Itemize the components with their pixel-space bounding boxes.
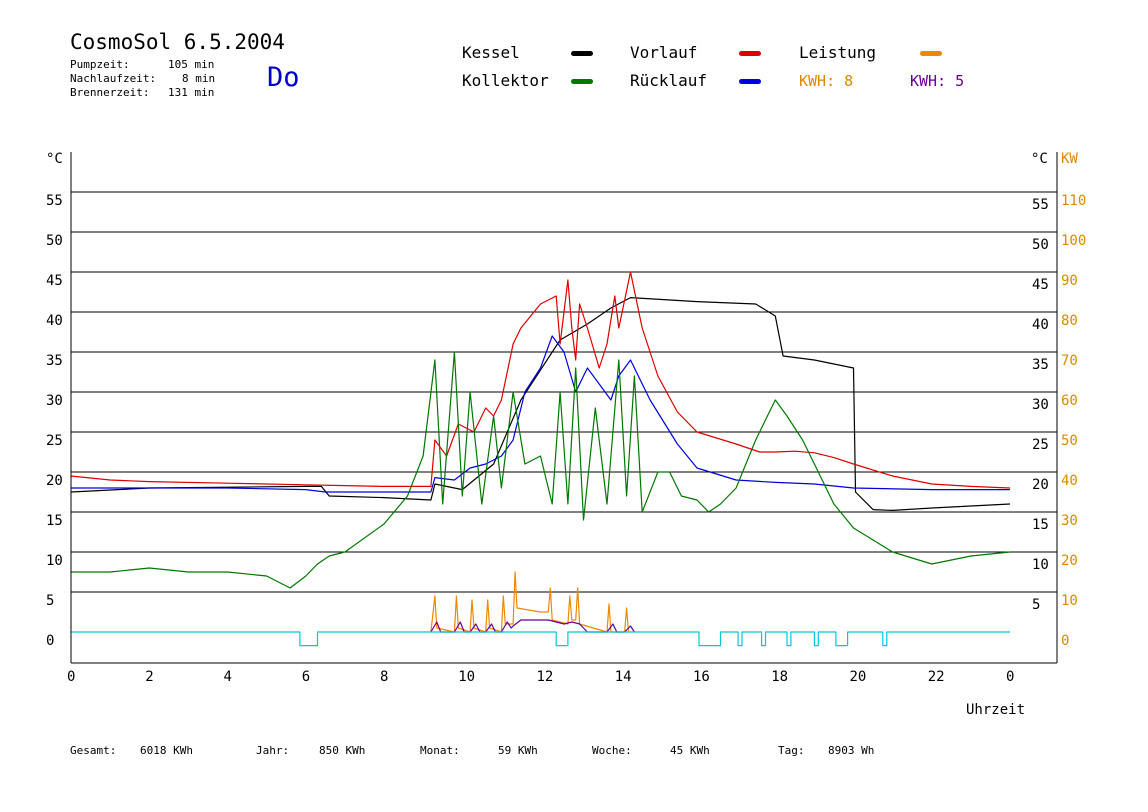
x-tick-label: 20 [850, 669, 867, 685]
y-tick-label-left: 15 [46, 513, 63, 529]
total-value-tag: 8903 Wh [828, 744, 875, 757]
total-label-tag: Tag: [778, 744, 805, 757]
series-line-kessel [70, 297, 1011, 511]
x-tick-label: 18 [771, 669, 788, 685]
legend-swatch-ruecklauf [739, 79, 761, 84]
grid-lines [71, 191, 1057, 593]
legend-label-kollektor: Kollektor [462, 71, 549, 90]
kwh-solar-label: KWH: 8 [799, 72, 854, 90]
y-tick-label-right: 45 [1032, 277, 1049, 293]
y-tick-label-power: 110 [1061, 193, 1086, 209]
x-tick-label: 6 [302, 669, 310, 685]
stat-value-nachlaufzeit: 8 min [182, 72, 216, 85]
stat-label-nachlaufzeit: Nachlaufzeit: [70, 72, 157, 85]
y-tick-label-power: 50 [1061, 433, 1078, 449]
legend-swatch-kollektor [571, 79, 593, 84]
y-tick-label-left: 0 [46, 633, 54, 649]
stat-label-pumpzeit: Pumpzeit: [70, 58, 130, 71]
series-line-leistung [430, 571, 630, 633]
y-tick-label-power: 100 [1061, 233, 1086, 249]
y-tick-label-right: 10 [1032, 557, 1049, 573]
y-tick-label-power: 80 [1061, 313, 1078, 329]
y-axis-unit-left: °C [46, 151, 63, 167]
stat-value-brennerzeit: 131 min [168, 86, 215, 99]
legend-swatch-leistung [920, 51, 942, 56]
x-tick-label: 14 [615, 669, 632, 685]
total-value-gesamt: 6018 KWh [140, 744, 193, 757]
series-line-r-cklauf [71, 335, 1010, 493]
x-tick-label: 2 [145, 669, 153, 685]
x-axis-label: Uhrzeit [966, 702, 1025, 718]
y-tick-label-right: 40 [1032, 317, 1049, 333]
y-tick-label-power: 0 [1061, 633, 1069, 649]
total-value-jahr: 850 KWh [319, 744, 366, 757]
x-tick-label: 4 [224, 669, 232, 685]
x-tick-label: 12 [537, 669, 554, 685]
y-tick-label-left: 25 [46, 433, 63, 449]
total-label-woche: Woche: [592, 744, 632, 757]
total-value-monat: 59 KWh [498, 744, 538, 757]
x-tick-label: 8 [380, 669, 388, 685]
legend-swatch-vorlauf [739, 51, 761, 56]
series-line-vorlauf [70, 271, 1011, 489]
series-lines [70, 271, 1011, 647]
x-tick-label: 10 [458, 669, 475, 685]
x-tick-label: 0 [1006, 669, 1014, 685]
y-tick-label-right: 35 [1032, 357, 1049, 373]
legend-label-leistung: Leistung [799, 43, 877, 62]
total-value-woche: 45 KWh [670, 744, 710, 757]
y-tick-label-left: 50 [46, 233, 63, 249]
y-tick-label-left: 5 [46, 593, 54, 609]
y-tick-label-right: 50 [1032, 237, 1049, 253]
y-tick-label-right: 20 [1032, 477, 1049, 493]
y-tick-label-right: 30 [1032, 397, 1049, 413]
stat-label-brennerzeit: Brennerzeit: [70, 86, 150, 99]
y-tick-label-power: 60 [1061, 393, 1078, 409]
legend-label-ruecklauf: Rücklauf [630, 71, 708, 90]
y-axis-unit-right: °C [1031, 151, 1048, 167]
x-tick-label: 0 [67, 669, 75, 685]
x-tick-label: 16 [693, 669, 710, 685]
y-tick-label-left: 55 [46, 193, 63, 209]
total-label-monat: Monat: [420, 744, 460, 757]
legend-label-vorlauf: Vorlauf [630, 43, 698, 62]
y-tick-label-power: 30 [1061, 513, 1078, 529]
kwh-burner-label: KWH: 5 [910, 72, 965, 90]
weekday-label: Do [267, 62, 300, 93]
y-tick-label-right: 5 [1032, 597, 1040, 613]
legend-label-kessel: Kessel [462, 43, 520, 62]
y-tick-label-left: 30 [46, 393, 63, 409]
y-tick-label-power: 40 [1061, 473, 1078, 489]
y-tick-label-right: 55 [1032, 197, 1049, 213]
x-tick-label: 22 [928, 669, 945, 685]
series-line-kwh-5 [430, 619, 635, 633]
legend-swatch-kessel [571, 51, 593, 56]
y-tick-label-power: 90 [1061, 273, 1078, 289]
total-label-jahr: Jahr: [256, 744, 290, 757]
y-tick-label-left: 40 [46, 313, 63, 329]
y-tick-label-left: 45 [46, 273, 63, 289]
stat-value-pumpzeit: 105 min [168, 58, 215, 71]
y-tick-label-power: 10 [1061, 593, 1078, 609]
y-tick-label-right: 15 [1032, 517, 1049, 533]
y-tick-label-left: 20 [46, 473, 63, 489]
y-tick-label-left: 10 [46, 553, 63, 569]
y-tick-label-power: 20 [1061, 553, 1078, 569]
y-tick-label-left: 35 [46, 353, 63, 369]
series-line-pumpe [71, 631, 1010, 647]
total-label-gesamt: Gesamt: [70, 744, 117, 757]
chart-title: CosmoSol 6.5.2004 [70, 30, 285, 54]
y-tick-label-power: 70 [1061, 353, 1078, 369]
y-axis-unit-power: KW [1061, 151, 1078, 167]
series-line-kollektor [71, 351, 1011, 589]
tick-labels: 0510152025303540455055510152025303540455… [46, 193, 1086, 685]
y-tick-label-right: 25 [1032, 437, 1049, 453]
